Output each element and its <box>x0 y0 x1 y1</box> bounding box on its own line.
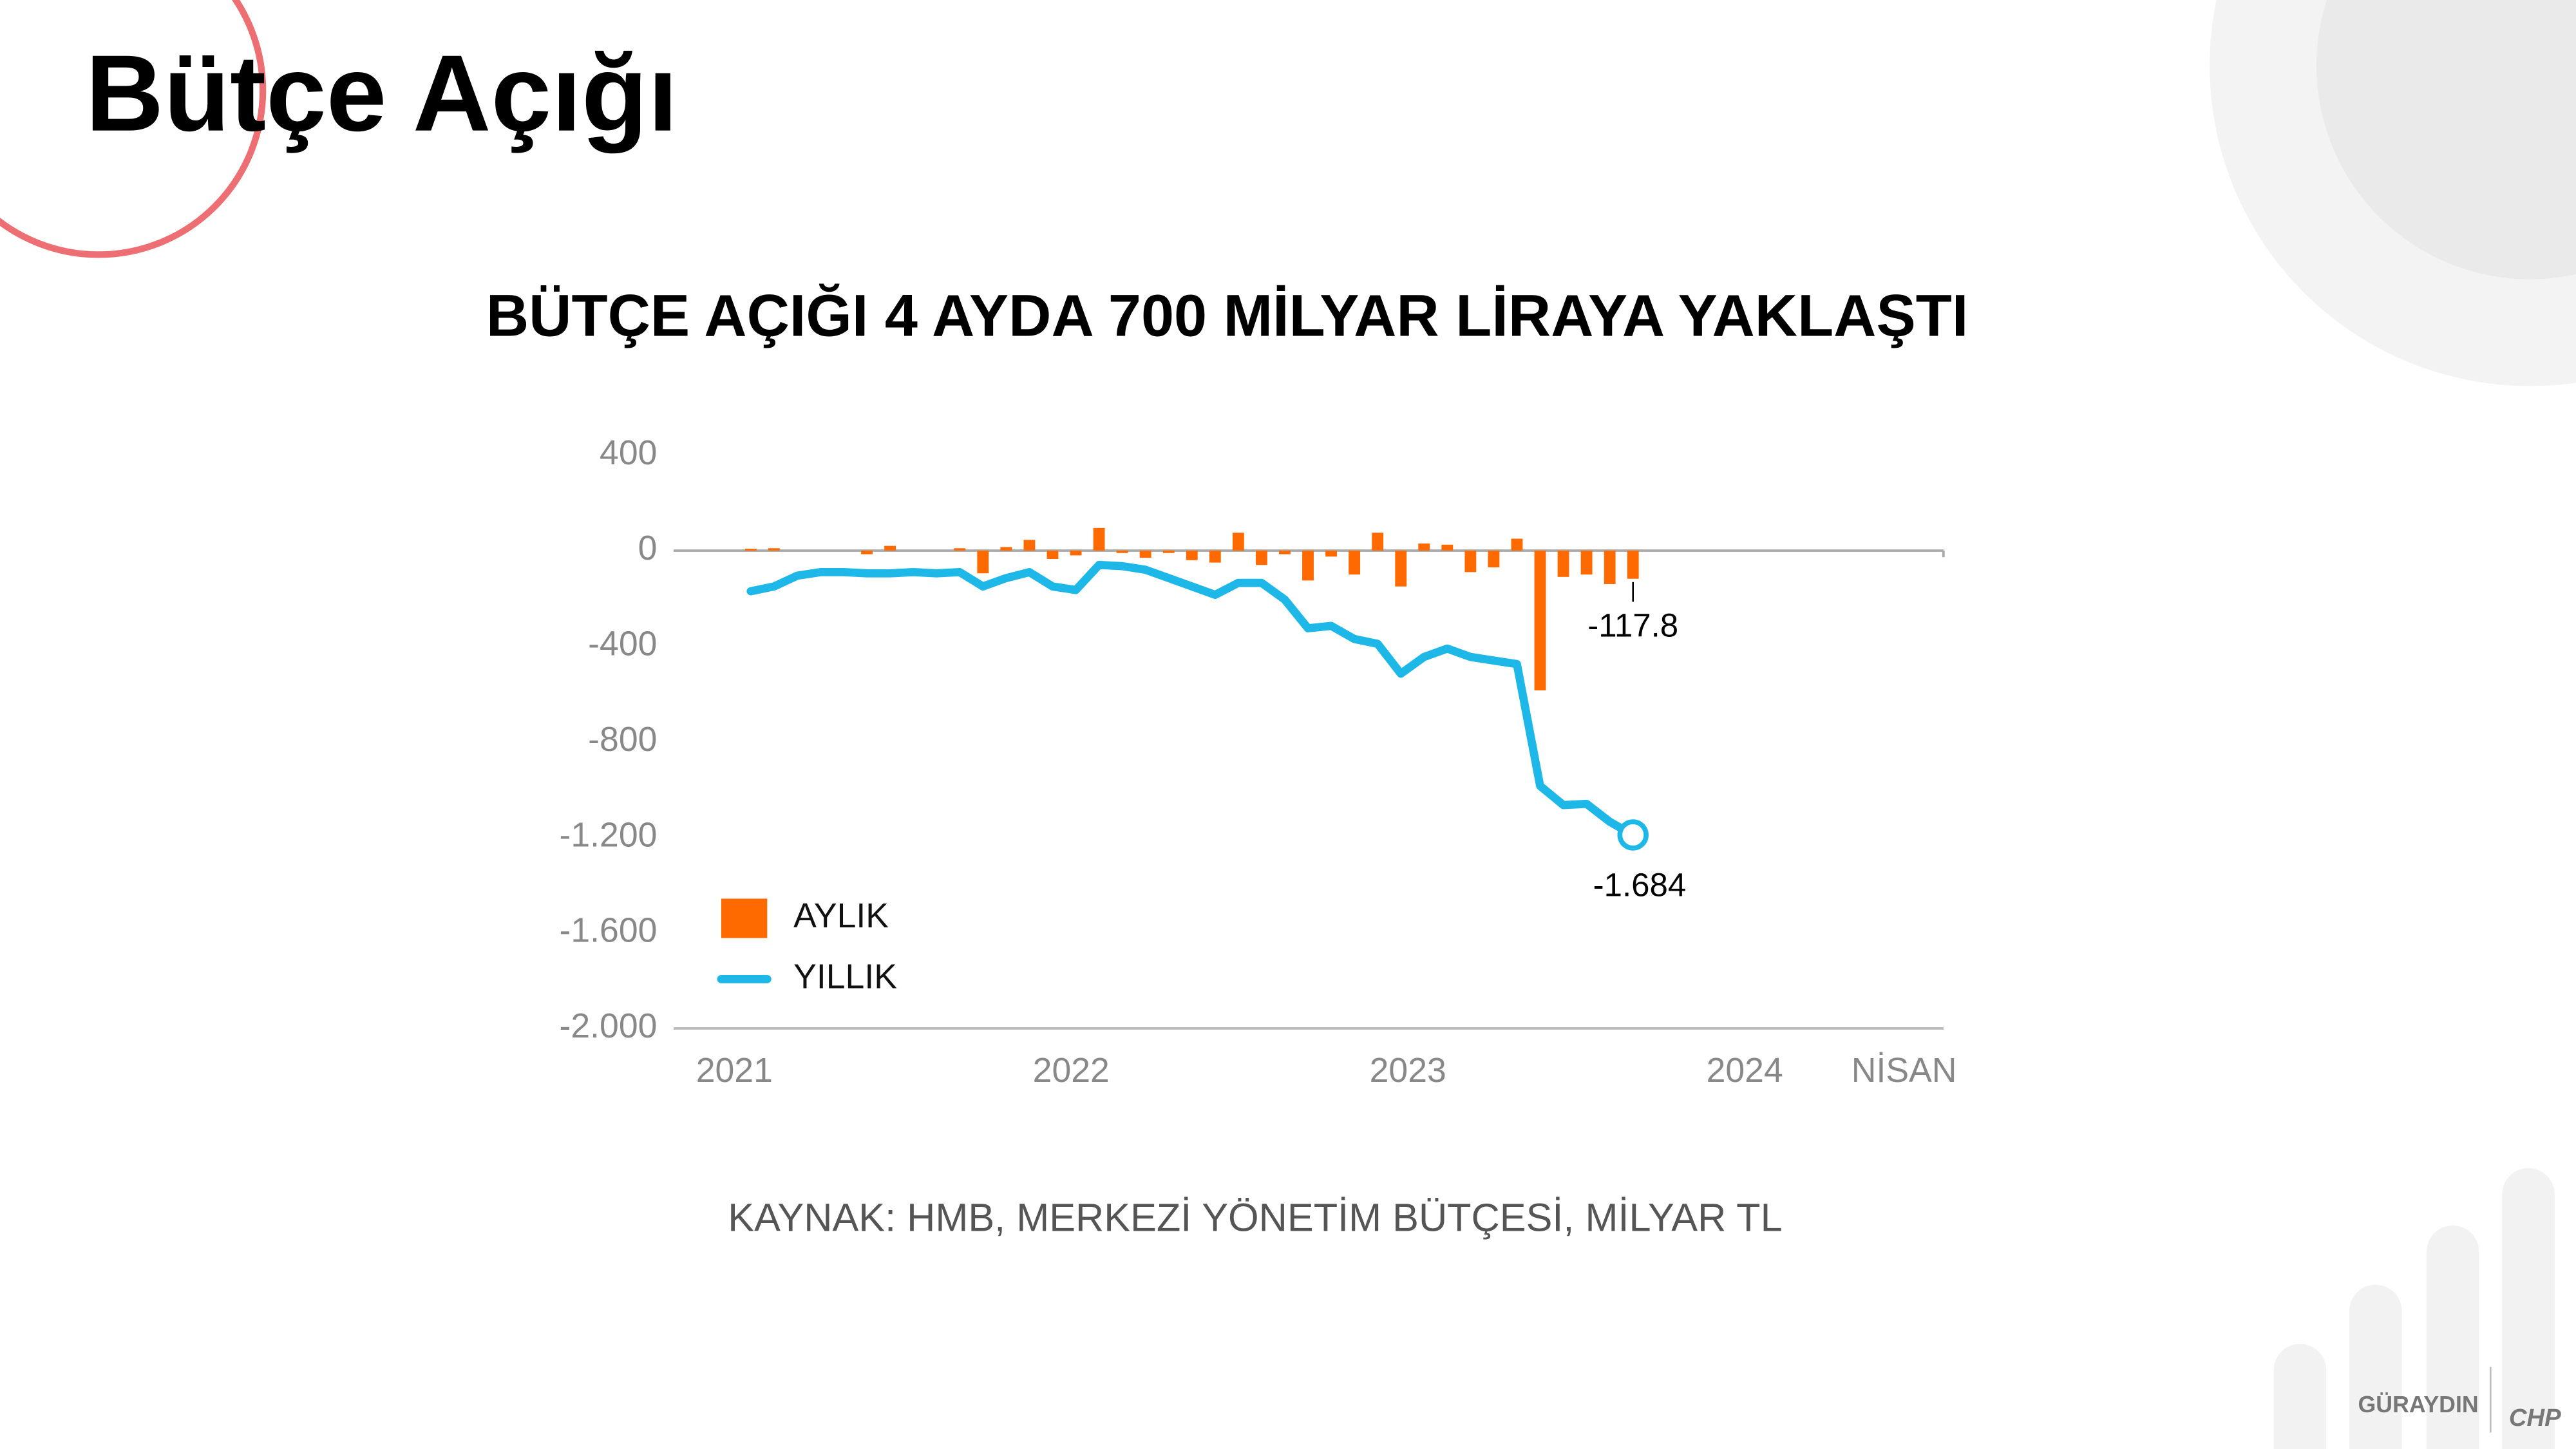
logo-name: GÜRAYDIN <box>2358 1392 2479 1417</box>
bar <box>768 548 780 551</box>
y-tick-label: -400 <box>588 625 657 663</box>
bar <box>1325 551 1337 557</box>
legend-swatch <box>721 898 768 938</box>
bar <box>1557 551 1569 577</box>
decor-circle <box>0 0 267 258</box>
bar <box>744 549 757 551</box>
bar <box>954 548 966 551</box>
legend-label: YILLIK <box>793 958 897 996</box>
x-tick-label: 2021 <box>696 1052 773 1090</box>
decor-circle <box>2316 0 2576 279</box>
annotation: -1.684 <box>1593 867 1687 904</box>
bar <box>977 551 989 574</box>
y-tick-label: -1.200 <box>560 816 658 854</box>
page-title: Bütçe Açığı <box>86 33 678 154</box>
bar <box>1279 551 1291 554</box>
bar <box>1395 551 1407 587</box>
bar <box>1441 544 1454 551</box>
x-tick-label: 2023 <box>1370 1052 1446 1090</box>
bar <box>1418 543 1430 551</box>
bar <box>1070 551 1082 556</box>
y-tick-label: 400 <box>600 434 657 472</box>
chart-title: BÜTÇE AÇIĞI 4 AYDA 700 MİLYAR LİRAYA YAK… <box>486 283 1968 349</box>
logo-party: CHP <box>2509 1404 2561 1432</box>
bar <box>1580 551 1593 575</box>
bar <box>1139 551 1151 558</box>
x-tick-label: NİSAN <box>1852 1052 1957 1090</box>
bar <box>1488 551 1500 567</box>
decor-bars <box>2273 1168 2555 1449</box>
bar <box>1302 551 1314 581</box>
bar <box>884 545 896 551</box>
legend-label: AYLIK <box>793 897 889 935</box>
bar <box>1349 551 1361 575</box>
end-marker <box>1617 819 1649 851</box>
line <box>746 560 1638 839</box>
bar <box>1627 551 1639 579</box>
bar <box>1186 551 1198 560</box>
bar <box>861 551 873 554</box>
y-tick-label: -2.000 <box>560 1007 658 1045</box>
bar <box>1116 551 1128 553</box>
x-tick-label: 2022 <box>1033 1052 1110 1090</box>
bar <box>1209 551 1221 563</box>
bar <box>1023 540 1036 551</box>
y-tick-label: -1.600 <box>560 912 658 950</box>
bar <box>1000 547 1012 551</box>
bar <box>1511 538 1523 551</box>
bar <box>1255 551 1267 565</box>
y-tick-label: -800 <box>588 721 657 759</box>
x-tick-label: 2024 <box>1707 1052 1783 1090</box>
bar <box>1232 533 1244 551</box>
bar <box>1534 551 1546 691</box>
y-tick-label: 0 <box>638 529 658 567</box>
bar <box>1046 551 1059 560</box>
bar <box>1162 551 1175 553</box>
bar <box>1464 551 1477 573</box>
source: KAYNAK: HMB, MERKEZİ YÖNETİM BÜTÇESİ, Mİ… <box>728 1196 1782 1240</box>
data-label: -117.8 <box>1587 607 1678 644</box>
bar <box>1372 533 1384 551</box>
bar <box>1093 527 1105 551</box>
bar <box>1604 551 1616 584</box>
